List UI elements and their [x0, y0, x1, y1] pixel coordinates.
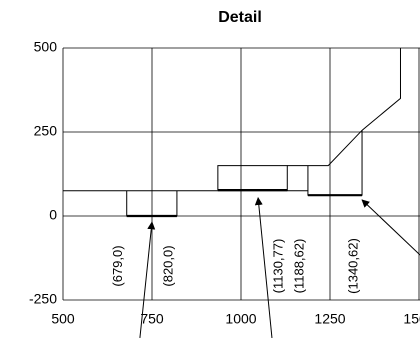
y-tick-label: 250: [34, 123, 58, 139]
chart-title: Detail: [218, 9, 262, 26]
line-series: [287, 48, 401, 167]
annotation: (820,0): [160, 245, 175, 286]
line-series: [217, 165, 288, 191]
annotation: (679,0): [110, 245, 125, 286]
x-tick-label: 750: [140, 311, 164, 327]
arrow: [254, 197, 273, 338]
annotation: (1188,62): [291, 239, 306, 294]
y-tick-label: 0: [49, 207, 57, 223]
x-tick-label: 500: [51, 311, 75, 327]
y-tick-label: 500: [34, 39, 58, 55]
arrow: [361, 199, 420, 256]
y-tick-label: -250: [29, 291, 57, 307]
x-tick-label: 1500: [403, 311, 420, 327]
x-tick-label: 1000: [225, 311, 256, 327]
line-series: [307, 130, 363, 196]
annotation: (1130,77): [271, 239, 286, 294]
annotation: (1340,62): [345, 238, 360, 294]
arrow: [139, 221, 156, 338]
x-tick-label: 1250: [314, 311, 345, 327]
